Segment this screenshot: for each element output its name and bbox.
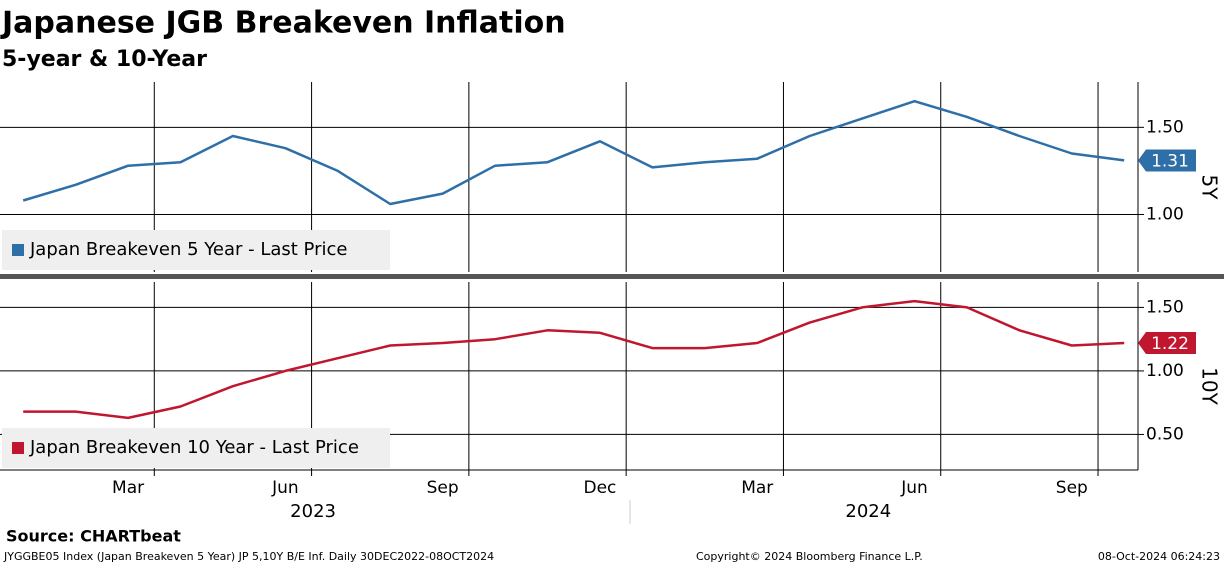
panel-separator bbox=[0, 274, 1224, 279]
chart-title: Japanese JGB Breakeven Inflation bbox=[0, 6, 566, 41]
legend-box bbox=[2, 230, 390, 270]
x-tick-label: Sep bbox=[1056, 478, 1088, 498]
legend-swatch bbox=[12, 442, 24, 454]
last-value-tag bbox=[1138, 331, 1196, 354]
x-tick-label: Mar bbox=[741, 478, 773, 498]
y-tick-label: 1.50 bbox=[1146, 117, 1184, 137]
y-tick-label: 1.50 bbox=[1146, 297, 1184, 317]
x-tick-label: Jun bbox=[900, 478, 928, 498]
y-tick-label: 0.50 bbox=[1146, 424, 1184, 444]
axis-label: 10Y bbox=[1198, 367, 1222, 405]
line bbox=[22, 99, 1125, 206]
legend-label: Japan Breakeven 5 Year - Last Price bbox=[29, 239, 347, 260]
legend-swatch bbox=[12, 244, 24, 256]
x-tick-label: Mar bbox=[112, 478, 144, 498]
year-label: 2023 bbox=[290, 501, 336, 522]
x-tick-label: Dec bbox=[583, 478, 616, 498]
last-value-label: 1.31 bbox=[1151, 151, 1189, 171]
x-tick-label: Sep bbox=[427, 478, 459, 498]
source: Source: CHARTbeat bbox=[6, 527, 181, 546]
timestamp: 08-Oct-2024 06:24:23 bbox=[1098, 550, 1220, 563]
last-value-label: 1.22 bbox=[1151, 334, 1189, 354]
x-tick-label: Jun bbox=[271, 478, 299, 498]
chart-subtitle: 5-year & 10-Year bbox=[2, 47, 207, 72]
y-tick-label: 1.00 bbox=[1146, 361, 1184, 381]
y-tick-label: 1.00 bbox=[1146, 204, 1184, 224]
last-value-tag bbox=[1138, 149, 1196, 172]
copyright: Copyright© 2024 Bloomberg Finance L.P. bbox=[696, 550, 923, 563]
legend-box bbox=[2, 428, 390, 468]
legend-label: Japan Breakeven 10 Year - Last Price bbox=[29, 437, 359, 458]
line bbox=[23, 299, 1125, 420]
year-label: 2024 bbox=[845, 501, 891, 522]
axis-label: 5Y bbox=[1198, 175, 1222, 201]
footnote: JYGGBE05 Index (Japan Breakeven 5 Year) … bbox=[3, 550, 494, 563]
